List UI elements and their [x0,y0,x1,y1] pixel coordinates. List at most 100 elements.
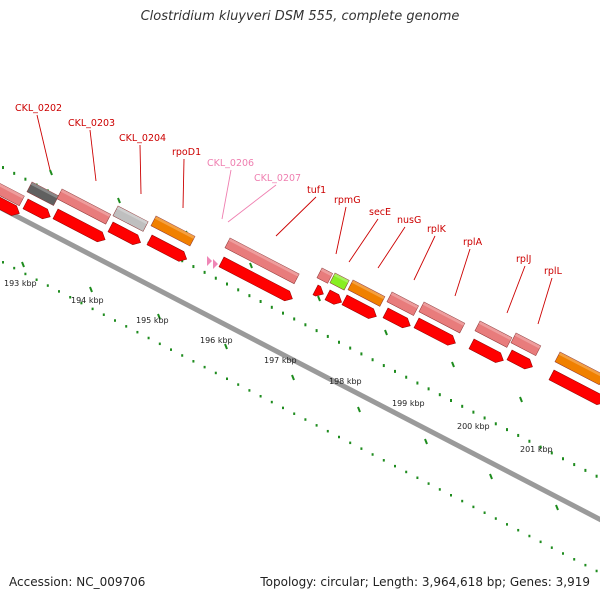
gene-block-shine [116,206,149,225]
gene-arrow [506,349,533,370]
ruler-dot [438,488,441,491]
ruler-dot [237,383,240,386]
gene-leader-line [335,206,347,255]
genome-backbone [0,201,600,523]
gene-block-shine [351,280,385,300]
gene-arrow [324,289,342,305]
gene-block-shine [333,273,350,284]
outer-tick [394,369,396,373]
ruler-dot [24,272,27,276]
gene-feature [312,284,324,297]
gene-leader-line [537,277,553,325]
gene-leader-line [221,169,232,220]
gene-block-shine [154,216,196,239]
gene-label-ckl_0204: CKL_0204 [119,133,166,144]
ruler-dot [282,406,284,410]
gene-feature [56,188,112,225]
ruler-major-tick [357,406,361,413]
gene-leader-line [275,196,317,237]
outer-tick [349,346,352,350]
outer-tick [427,387,430,391]
ruler-dot [562,552,564,555]
outer-tick [315,329,318,333]
ruler-dot [102,313,105,316]
ruler-dot [259,394,262,398]
gene-block-shine [320,268,333,277]
gene-block [386,291,419,316]
ruler-dot [472,505,475,509]
gene-label-sece: secE [369,207,391,218]
ruler-dot [170,348,172,351]
gene-block [224,237,300,285]
ruler-dot [125,325,128,328]
gene-feature [52,208,106,243]
outer-tick [472,410,475,414]
outer-tick [293,317,296,321]
gene-feature [506,349,533,370]
ruler-dot [226,377,228,381]
ruler-dot [293,412,296,415]
ruler-dot [80,301,83,305]
gene-label-rpll: rplL [544,266,563,277]
kbp-ruler: 193 kbp 194 kbp 195 kbp 196 kbp 197 kbp 198 k… [2,261,598,573]
gene-leader-line [89,129,97,182]
gene-feature [418,301,466,334]
gene-arrow [52,208,106,243]
gene-feature [0,191,20,216]
outer-tick [382,364,385,368]
ruler-major-tick [291,374,295,381]
gene-leader-line [139,144,142,195]
ruler-dot [360,447,363,450]
ruler-dot [203,365,206,369]
ruler-major-tick [224,343,228,350]
outer-tick [326,334,329,338]
gene-arrow [548,369,600,405]
gene-label-ckl_0202: CKL_0202 [15,103,62,114]
outer-tick [248,294,251,298]
ruler-dot [270,400,273,404]
outer-tick [270,305,273,309]
gene-block-shine [558,352,600,378]
kbp-label: 193 kbp [4,279,37,288]
kbp-label: 199 kbp [392,399,425,408]
gene-block-shine [478,321,512,341]
gene-block [418,301,466,334]
outer-tick [192,265,195,269]
gene-block [0,172,25,207]
ruler-major-tick [89,286,93,293]
outer-major-tick [49,169,53,176]
gene-feature [341,294,377,319]
outer-tick [304,323,307,327]
gene-feature [146,234,188,262]
ruler-dot [326,429,329,433]
gene-arrow [413,317,456,346]
accession-text: Accession: NC_009706 [9,575,146,589]
outer-tick [506,428,508,432]
outer-tick [259,299,262,303]
outer-tick [13,171,16,175]
outer-tick [494,422,497,426]
gene-block [150,215,196,247]
ruler-dot [506,523,508,526]
outer-tick [562,457,564,461]
outer-tick [237,288,240,292]
gene-feature [22,198,51,220]
outer-major-tick [249,262,253,269]
outer-major-tick [451,361,455,368]
gene-label-rpmg: rpmG [334,195,361,206]
backbone-highlight [0,201,600,516]
outer-major-tick [519,396,523,403]
ruler-dot [214,371,217,375]
gene-arrow [468,338,504,363]
gene-feature [329,272,350,291]
gene-label-rplk: rplK [427,224,447,235]
gene-block [347,279,386,307]
kbp-label: 196 kbp [200,336,233,345]
outer-tick [416,381,419,385]
gene-arrow [218,256,293,302]
outer-tick [539,445,542,449]
gene-arrow [382,307,411,329]
ruler-dot [416,476,419,480]
ruler-dot [13,266,16,270]
ruler-dot [91,307,94,311]
